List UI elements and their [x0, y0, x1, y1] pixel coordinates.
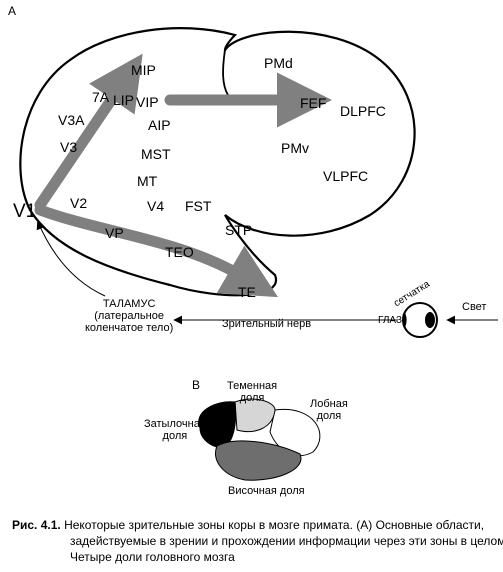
region-teo: TEO	[165, 244, 194, 260]
region-fef: FEF	[300, 95, 326, 111]
region-vlpfc: VLPFC	[323, 168, 368, 184]
optic-nerve-label: Зрительный нерв	[222, 318, 311, 330]
region-stp: STP	[225, 222, 252, 238]
region-te: TE	[238, 284, 256, 300]
region-vp: VP	[105, 225, 124, 241]
occipital-label: Затылочнаядоля	[144, 418, 206, 442]
panel-b-label: B	[192, 378, 200, 392]
light-label: Свет	[462, 301, 486, 313]
region-v3a: V3A	[58, 112, 84, 128]
region-dlpfc: DLPFC	[340, 103, 386, 119]
frontal-label: Лобнаядоля	[310, 398, 348, 422]
panel-a-label: A	[8, 4, 16, 18]
region-mst: MST	[141, 146, 171, 162]
eye-label: ГЛАЗ	[378, 315, 402, 326]
region-v4: V4	[147, 198, 164, 214]
figure-caption: Рис. 4.1. Некоторые зрительные зоны коры…	[12, 517, 503, 566]
region-v2: V2	[70, 195, 87, 211]
region-pmd: PMd	[264, 55, 293, 71]
region-mt: MT	[137, 173, 157, 189]
region-aip: AIP	[148, 117, 171, 133]
region-mip: MIP	[131, 62, 156, 78]
parietal-label: Теменнаядоля	[227, 380, 277, 404]
region-vip: VIP	[136, 94, 159, 110]
region-fst: FST	[185, 198, 211, 214]
thalamus-label: ТАЛАМУС(латеральноеколенчатое тело)	[85, 298, 173, 334]
temporal-label: Височная доля	[228, 485, 305, 497]
region-v3: V3	[60, 139, 77, 155]
region-pmv: PMv	[281, 140, 309, 156]
region-v1: V1	[13, 201, 36, 223]
region-lip: LIP	[113, 92, 134, 108]
region-7a: 7A	[92, 89, 109, 105]
